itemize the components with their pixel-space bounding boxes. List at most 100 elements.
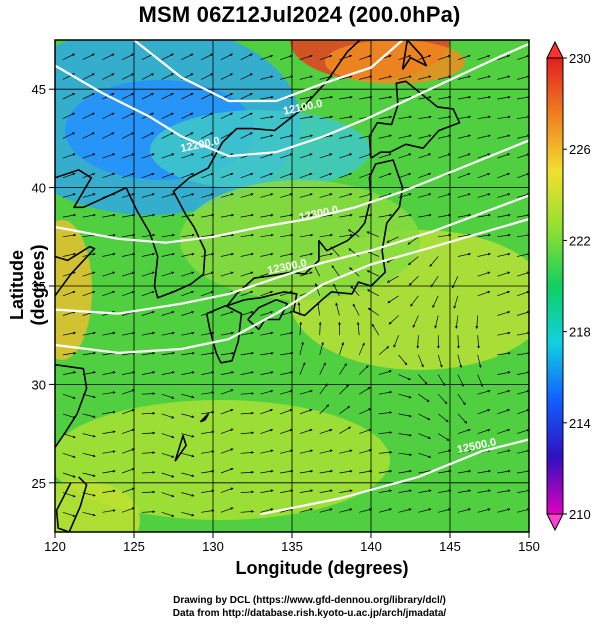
wind-arrow xyxy=(477,134,491,139)
coastline-honshu xyxy=(226,159,404,317)
wind-arrow xyxy=(260,469,274,474)
wind-arrow xyxy=(62,193,76,198)
wind-arrow xyxy=(121,132,135,139)
blob-yellowgreen-s xyxy=(55,400,390,520)
wind-arrow xyxy=(62,371,77,375)
wind-arrow xyxy=(517,134,529,139)
wind-arrow xyxy=(339,469,353,474)
wind-arrow xyxy=(181,413,195,418)
wind-arrow xyxy=(280,449,294,454)
wind-arrow xyxy=(201,213,215,218)
wind-arrow xyxy=(260,54,274,61)
wind-arrow xyxy=(62,112,76,120)
wind-arrow xyxy=(62,93,76,100)
wind-arrow xyxy=(201,271,214,277)
wind-arrow xyxy=(102,73,115,80)
wind-arrow xyxy=(240,431,255,435)
wind-arrow xyxy=(82,153,96,159)
wind-arrow xyxy=(220,172,234,179)
wind-arrow xyxy=(319,115,333,120)
wind-arrow xyxy=(201,73,214,80)
wind-arrow xyxy=(220,252,235,257)
wind-arrow xyxy=(141,451,156,455)
wind-arrow xyxy=(121,290,135,297)
wind-arrow xyxy=(359,428,372,434)
wind-arrow xyxy=(181,172,195,179)
wind-arrow xyxy=(141,93,155,100)
wind-arrow xyxy=(141,132,155,139)
wind-arrow xyxy=(141,510,156,514)
colorbar-body xyxy=(546,57,564,515)
wind-arrow xyxy=(102,213,116,218)
wind-arrow xyxy=(161,132,174,139)
wind-arrow xyxy=(339,134,353,139)
wind-arrow xyxy=(378,469,393,474)
wind-arrow xyxy=(260,389,274,395)
colorbar-ticks: 210 214 218 222 226 230 xyxy=(563,51,591,522)
wind-arrow xyxy=(299,54,313,61)
wind-arrow xyxy=(517,252,529,257)
wind-arrow xyxy=(457,354,462,368)
wind-arrow xyxy=(141,371,156,375)
wind-arrow xyxy=(497,252,511,257)
wind-arrow xyxy=(279,290,293,297)
wind-arrow xyxy=(161,472,175,478)
wind-arrow xyxy=(319,233,333,238)
wind-arrow xyxy=(299,449,314,454)
wind-arrow xyxy=(418,433,431,439)
wind-arrow xyxy=(477,75,491,80)
wind-arrow xyxy=(333,283,340,296)
colorbar-min-triangle xyxy=(546,513,564,532)
wind-arrow xyxy=(367,307,380,316)
wind-arrow xyxy=(517,371,529,375)
wind-arrow xyxy=(280,351,294,356)
colorbar-tick-label: 226 xyxy=(569,142,591,157)
wind-arrow xyxy=(366,289,380,297)
wind-arrow xyxy=(220,53,234,61)
colorbar: 210 214 218 222 226 230 xyxy=(546,40,591,532)
wind-arrow xyxy=(201,351,215,356)
wind-arrow xyxy=(82,371,96,375)
wind-arrow xyxy=(82,511,96,517)
wind-arrow xyxy=(319,508,333,513)
wind-arrow xyxy=(437,413,449,423)
wind-arrow xyxy=(260,331,274,336)
wind-arrow xyxy=(497,371,511,375)
wind-arrow xyxy=(477,115,491,120)
wind-arrow xyxy=(398,172,412,179)
wind-arrow xyxy=(319,193,333,198)
wind-arrow xyxy=(438,233,452,238)
wind-arrow xyxy=(161,112,174,120)
wind-arrow xyxy=(220,448,234,454)
wind-arrow xyxy=(457,489,472,493)
wind-arrow xyxy=(240,470,255,474)
x-axis-label: Longitude (degrees) xyxy=(235,558,409,578)
contour-line xyxy=(133,40,404,103)
wind-arrow xyxy=(438,75,452,80)
wind-vectors xyxy=(62,40,529,517)
wind-arrow xyxy=(279,408,293,415)
wind-arrow xyxy=(418,153,432,159)
wind-arrow xyxy=(418,172,432,179)
wind-arrow xyxy=(316,302,321,316)
wind-arrow xyxy=(339,508,353,513)
wind-arrow xyxy=(102,153,116,159)
contour-line xyxy=(260,438,529,516)
wind-arrow xyxy=(220,213,235,218)
wind-arrow xyxy=(378,346,390,356)
wind-arrow xyxy=(398,393,412,399)
wind-arrow xyxy=(437,393,448,405)
wind-arrow xyxy=(240,132,253,139)
wind-arrow xyxy=(477,95,491,100)
wind-arrow xyxy=(438,95,452,100)
wind-arrow xyxy=(141,392,156,396)
wind-arrow xyxy=(240,331,254,336)
wind-arrow xyxy=(457,233,472,238)
wind-arrow xyxy=(181,213,195,218)
wind-arrow xyxy=(438,115,452,120)
wind-arrow xyxy=(319,428,333,434)
x-tick-label: 120 xyxy=(44,539,66,554)
wind-arrow xyxy=(240,290,254,297)
wind-arrow xyxy=(181,492,195,497)
wind-arrow xyxy=(280,389,294,395)
